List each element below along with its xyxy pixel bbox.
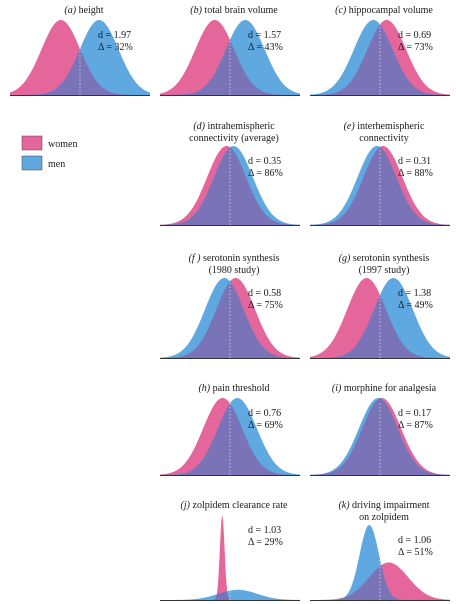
panel-title-line: on zolpidem (359, 512, 409, 523)
panel-f: (f ) serotonin synthesis(1980 study) d = … (160, 253, 300, 359)
panel-title-text: hippocampal volume (346, 5, 433, 16)
overlap-percent: Δ = 32% (98, 42, 133, 53)
panel-title: (h) pain threshold (198, 383, 269, 394)
panel-h: (h) pain threshold d = 0.76Δ = 69% (160, 383, 300, 476)
panel-title: (e) interhemispheric (344, 121, 425, 132)
effect-size-d: d = 0.69 (398, 30, 431, 41)
panel-a: (a) height d = 1.97Δ = 32% (10, 5, 150, 96)
panel-label: (k) (338, 500, 350, 511)
overlap-percent: Δ = 29% (248, 537, 283, 548)
effect-size-d: d = 1.38 (398, 288, 431, 299)
overlap-region (310, 398, 450, 475)
panel-title: (b) total brain volume (190, 5, 278, 16)
legend-label-men: men (48, 159, 65, 170)
panel-label: (i) (332, 383, 342, 394)
overlap-percent: Δ = 87% (398, 420, 433, 431)
legend-label-women: women (48, 139, 77, 150)
panel-i: (i) morphine for analgesia d = 0.17Δ = 87… (310, 383, 450, 476)
panel-label: (d) (193, 121, 205, 132)
panel-title-text: serotonin synthesis (201, 253, 280, 264)
panel-title-text: zolpidem clearance rate (190, 500, 288, 511)
panel-title-text: driving impairment (350, 500, 430, 511)
panel-title-text: intrahemispheric (205, 121, 275, 132)
overlap-percent: Δ = 75% (248, 300, 283, 311)
overlap-percent: Δ = 43% (248, 42, 283, 53)
panel-title-text: serotonin synthesis (350, 253, 429, 264)
overlap-percent: Δ = 86% (248, 168, 283, 179)
panel-title: (k) driving impairment (338, 500, 429, 511)
panel-title: (a) height (64, 5, 103, 16)
panel-label: (b) (190, 5, 202, 16)
panel-title-text: height (76, 5, 104, 16)
panel-title: (j) zolpidem clearance rate (181, 500, 288, 511)
panel-title: (d) intrahemispheric (193, 121, 275, 132)
panel-title-text: morphine for analgesia (341, 383, 436, 394)
overlap-percent: Δ = 51% (398, 547, 433, 558)
panel-title-text: pain threshold (210, 383, 269, 394)
panel-title: (c) hippocampal volume (335, 5, 433, 16)
panel-label: (c) (335, 5, 347, 16)
panel-title-line: (1997 study) (359, 265, 410, 276)
panel-label: (e) (344, 121, 356, 132)
panel-label: (h) (198, 383, 210, 394)
overlap-percent: Δ = 69% (248, 420, 283, 431)
panel-b: (b) total brain volume d = 1.57Δ = 43% (160, 5, 300, 96)
effect-size-d: d = 1.97 (98, 30, 131, 41)
panel-label: (a) (64, 5, 76, 16)
overlap-region (10, 48, 150, 95)
effect-size-d: d = 1.57 (248, 30, 281, 41)
effect-size-d: d = 0.31 (398, 156, 431, 167)
overlap-percent: Δ = 88% (398, 168, 433, 179)
panel-title: (g) serotonin synthesis (339, 253, 430, 264)
overlap-percent: Δ = 73% (398, 42, 433, 53)
overlap-region (310, 565, 450, 600)
men-curve (310, 525, 450, 600)
panel-title-line: connectivity (359, 133, 408, 144)
panel-title-line: (1980 study) (209, 265, 260, 276)
panel-g: (g) serotonin synthesis(1997 study) d = 1… (310, 253, 450, 359)
legend: women men (21, 135, 77, 171)
panel-title: (i) morphine for analgesia (332, 383, 437, 394)
effect-size-d: d = 0.35 (248, 156, 281, 167)
panel-title-text: total brain volume (202, 5, 278, 16)
panel-title: (f ) serotonin synthesis (189, 253, 280, 264)
overlap-region (160, 281, 300, 358)
panel-label: (f ) (189, 253, 202, 264)
overlap-percent: Δ = 49% (398, 300, 433, 311)
effect-size-d: d = 1.03 (248, 525, 281, 536)
overlap-region (160, 39, 300, 95)
effect-size-d: d = 1.06 (398, 535, 431, 546)
panel-title-text: interhemispheric (355, 121, 425, 132)
effect-size-d: d = 0.17 (398, 408, 431, 419)
legend-swatch-women (21, 135, 43, 151)
effect-size-d: d = 0.76 (248, 408, 281, 419)
panel-title-line: connectivity (average) (189, 133, 279, 144)
panel-c: (c) hippocampal volume d = 0.69Δ = 73% (310, 5, 450, 96)
effect-size-d: d = 0.58 (248, 288, 281, 299)
panel-label: (j) (181, 500, 191, 511)
men-curve (160, 589, 300, 600)
panel-label: (g) (339, 253, 351, 264)
legend-swatch-men (21, 155, 43, 171)
panel-j: (j) zolpidem clearance rate d = 1.03Δ = 2… (160, 500, 300, 601)
